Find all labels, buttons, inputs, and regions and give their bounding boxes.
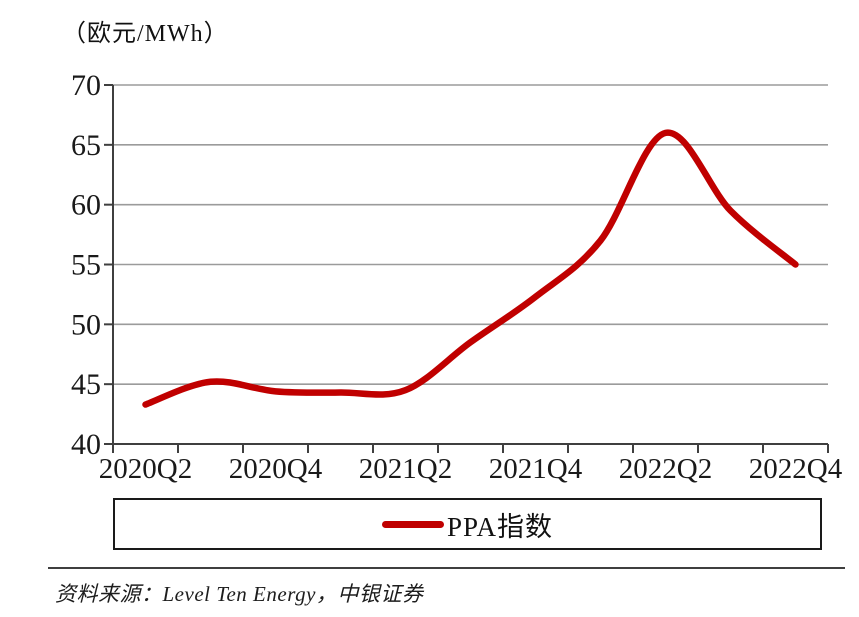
svg-text:2021Q4: 2021Q4 (489, 453, 583, 485)
svg-text:2020Q2: 2020Q2 (99, 453, 192, 485)
svg-text:40: 40 (71, 428, 101, 461)
svg-text:55: 55 (71, 249, 101, 282)
svg-text:60: 60 (71, 189, 101, 222)
svg-text:2022Q4: 2022Q4 (749, 453, 843, 485)
legend-label: PPA指数 (446, 511, 554, 542)
svg-text:45: 45 (71, 368, 101, 401)
ppa-index-line-swatch-icon (381, 520, 444, 528)
svg-text:2022Q2: 2022Q2 (619, 453, 712, 485)
legend-item-ppa-index: PPA指数 (381, 505, 554, 544)
source-text: 资料来源：Level Ten Energy，中银证券 (55, 582, 424, 606)
svg-text:70: 70 (71, 69, 101, 102)
svg-text:50: 50 (71, 308, 101, 341)
legend: PPA指数 (113, 498, 822, 550)
source-divider (48, 567, 845, 569)
svg-text:65: 65 (71, 129, 101, 162)
svg-text:2021Q2: 2021Q2 (359, 453, 452, 485)
chart-unit-title: （欧元/MWh） (62, 21, 229, 47)
svg-text:2020Q4: 2020Q4 (229, 453, 323, 485)
